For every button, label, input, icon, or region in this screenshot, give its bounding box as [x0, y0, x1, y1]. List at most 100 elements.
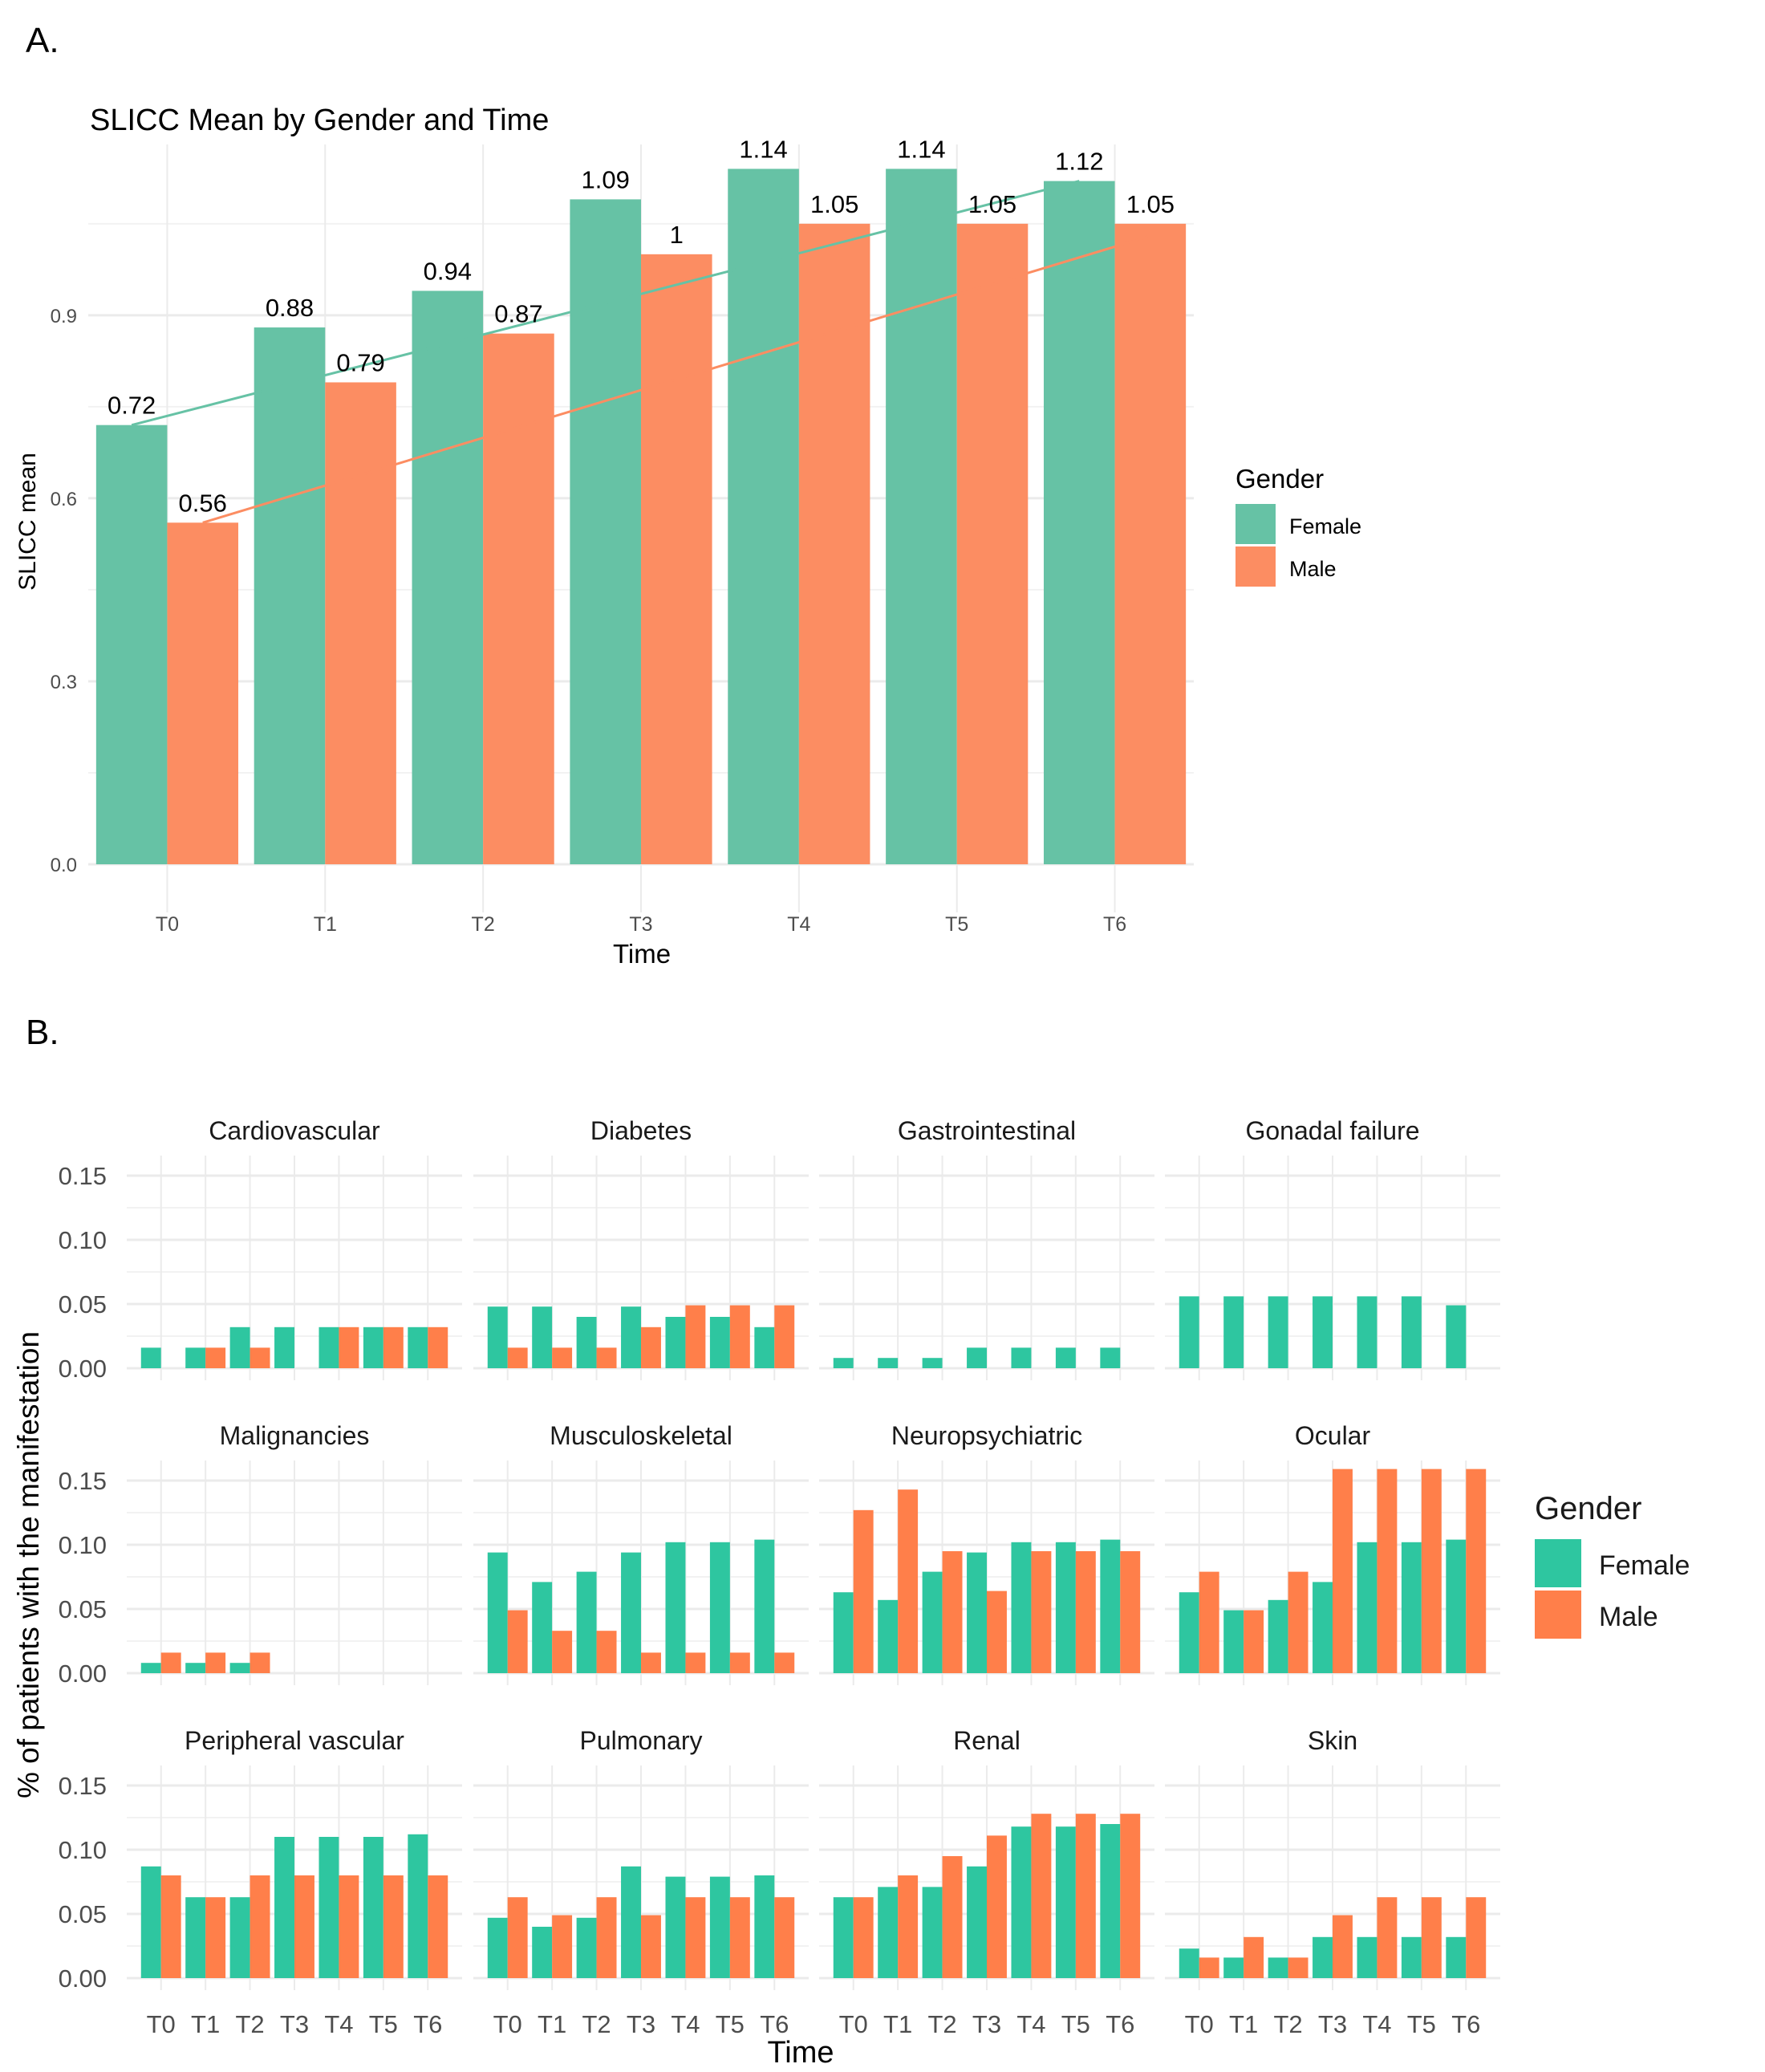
- bar-female: [1268, 1599, 1288, 1673]
- bar-male: [729, 1305, 750, 1368]
- y-tick-label: 0.00: [59, 1355, 107, 1383]
- trend-line-male: [202, 234, 1151, 524]
- x-tick-label: T5: [716, 2010, 745, 2038]
- bar-female: [229, 1897, 250, 1978]
- facet-title: Neuropsychiatric: [891, 1421, 1082, 1450]
- bar-female: [1055, 1826, 1076, 1978]
- x-tick-label: T3: [629, 913, 652, 936]
- bar-female: [1223, 1296, 1244, 1368]
- facet-title: Renal: [953, 1726, 1020, 1755]
- bar-female: [412, 290, 484, 864]
- bar-female: [665, 1542, 686, 1673]
- data-label: 0.88: [266, 294, 314, 322]
- bar-female: [1100, 1539, 1121, 1673]
- bar-male: [339, 1875, 359, 1978]
- bar-female: [185, 1897, 206, 1978]
- bar-female: [319, 1326, 339, 1368]
- bar-male: [483, 333, 554, 864]
- bar-male: [685, 1897, 706, 1978]
- x-tick-label: T3: [1318, 2010, 1347, 2038]
- facet-title: Musculoskeletal: [550, 1421, 732, 1450]
- bar-male: [294, 1875, 314, 1978]
- bar-female: [665, 1876, 686, 1978]
- facet-title: Diabetes: [590, 1116, 692, 1145]
- bar-female: [532, 1927, 553, 1978]
- bar-male: [205, 1347, 226, 1368]
- data-label: 0.79: [336, 348, 384, 376]
- bar-female: [1313, 1936, 1333, 1978]
- bar-female: [1179, 1948, 1199, 1978]
- y-tick-label: 0.0: [51, 855, 77, 876]
- bar-male: [942, 1551, 963, 1673]
- facet-title: Peripheral vascular: [185, 1726, 404, 1755]
- x-tick-label: T2: [472, 913, 495, 936]
- bar-male: [729, 1652, 750, 1673]
- bar-female: [1313, 1296, 1333, 1368]
- y-tick-label: 0.05: [59, 1900, 107, 1928]
- legend-swatch-female: [1236, 504, 1276, 544]
- x-tick-label: T4: [1016, 2010, 1045, 2038]
- y-tick-label: 0.00: [59, 1964, 107, 1993]
- y-tick-label: 0.15: [59, 1467, 107, 1495]
- bar-female: [229, 1326, 250, 1368]
- bar-male: [167, 522, 239, 864]
- x-tick-label: T5: [945, 913, 968, 936]
- bar-male: [339, 1326, 359, 1368]
- bar-male: [1031, 1551, 1052, 1673]
- x-tick-label: T0: [839, 2010, 868, 2038]
- bar-female: [576, 1917, 597, 1978]
- x-tick-label: T6: [1106, 2010, 1134, 2038]
- bar-male: [1244, 1936, 1264, 1978]
- bar-male: [641, 1326, 661, 1368]
- bar-female: [728, 169, 799, 864]
- bar-female: [1357, 1296, 1378, 1368]
- facet-title: Malignancies: [220, 1421, 370, 1450]
- bar-female: [408, 1834, 428, 1978]
- x-tick-label: T4: [1362, 2010, 1391, 2038]
- bar-male: [1244, 1610, 1264, 1673]
- bar-female: [967, 1552, 987, 1673]
- bar-male: [942, 1856, 963, 1978]
- y-tick-label: 0.15: [59, 1162, 107, 1190]
- bar-female: [922, 1571, 943, 1673]
- bar-male: [1288, 1571, 1309, 1673]
- y-tick-label: 0.10: [59, 1836, 107, 1864]
- bar-male: [1031, 1814, 1052, 1978]
- bar-female: [967, 1347, 987, 1368]
- legend-label: Male: [1599, 1602, 1658, 1632]
- bar-male: [898, 1489, 919, 1673]
- bar-female: [319, 1837, 339, 1978]
- data-label: 1: [670, 221, 684, 249]
- bar-male: [1333, 1469, 1353, 1673]
- bar-male: [1421, 1897, 1442, 1978]
- bar-female: [754, 1539, 775, 1673]
- bar-female: [1055, 1542, 1076, 1673]
- bar-female: [833, 1592, 854, 1673]
- bar-male: [325, 382, 396, 865]
- bar-female: [140, 1663, 161, 1673]
- y-tick-label: 0.3: [51, 672, 77, 693]
- x-tick-label: T1: [191, 2010, 220, 2038]
- y-tick-label: 0.05: [59, 1595, 107, 1623]
- x-tick-label: T5: [1061, 2010, 1090, 2038]
- bar-male: [898, 1875, 919, 1978]
- bar-male: [596, 1631, 617, 1673]
- bar-female: [621, 1552, 641, 1673]
- bar-male: [428, 1875, 448, 1978]
- bar-female: [967, 1866, 987, 1978]
- bar-male: [552, 1915, 573, 1978]
- data-label: 0.87: [494, 300, 542, 328]
- data-label: 0.94: [424, 257, 472, 285]
- legend-title: Gender: [1535, 1491, 1641, 1526]
- bar-female: [1357, 1936, 1378, 1978]
- bar-female: [274, 1326, 294, 1368]
- bar-female: [621, 1866, 641, 1978]
- x-tick-label: T4: [324, 2010, 353, 2038]
- bar-male: [596, 1347, 617, 1368]
- x-tick-label: T1: [1229, 2010, 1258, 2038]
- trend-line-female: [131, 180, 1080, 427]
- bar-female: [709, 1876, 730, 1978]
- bar-female: [709, 1542, 730, 1673]
- bar-male: [507, 1897, 528, 1978]
